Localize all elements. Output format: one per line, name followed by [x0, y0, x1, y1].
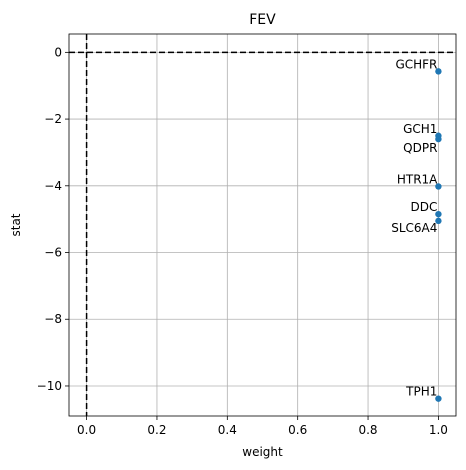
- chart-title: FEV: [249, 12, 276, 28]
- x-tick-label: 0.0: [77, 423, 96, 437]
- x-axis-label: weight: [242, 445, 283, 459]
- point-label: GCHFR: [395, 57, 437, 71]
- y-tick-label: −10: [37, 379, 62, 393]
- y-tick-label: −2: [44, 112, 62, 126]
- x-tick-label: 0.2: [147, 423, 166, 437]
- x-tick-label: 0.8: [358, 423, 377, 437]
- point-label: DDC: [411, 200, 438, 214]
- point-label: HTR1A: [397, 172, 438, 186]
- y-axis-ticks: 0 −2 −4 −6 −8 −10: [37, 45, 69, 393]
- y-tick-label: −4: [44, 179, 62, 193]
- x-axis-ticks: 0.0 0.2 0.4 0.6 0.8 1.0: [77, 416, 448, 437]
- x-tick-label: 1.0: [429, 423, 448, 437]
- y-tick-label: −6: [44, 246, 62, 260]
- point-label: SLC6A4: [391, 221, 437, 235]
- point-labels: GCHFR GCH1 QDPR HTR1A DDC SLC6A4 TPH1: [391, 57, 438, 398]
- point-label: QDPR: [403, 141, 437, 155]
- y-tick-label: 0: [54, 45, 62, 59]
- y-axis-label: stat: [9, 213, 23, 236]
- point-label: GCH1: [403, 122, 437, 136]
- point-label: TPH1: [405, 385, 437, 399]
- x-tick-label: 0.6: [288, 423, 307, 437]
- y-tick-label: −8: [44, 312, 62, 326]
- x-tick-label: 0.4: [218, 423, 237, 437]
